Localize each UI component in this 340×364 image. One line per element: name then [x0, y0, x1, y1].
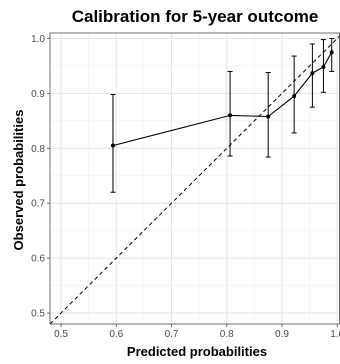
data-point	[228, 113, 233, 118]
data-point	[329, 50, 334, 55]
grid	[50, 33, 340, 324]
y-tick-label: 0.8	[31, 144, 45, 155]
x-tick-label: 0.5	[54, 329, 68, 340]
data-point	[266, 114, 271, 119]
y-axis-title: Observed probabilities	[11, 110, 26, 251]
y-tick-label: 0.6	[31, 254, 45, 265]
y-tick-label: 1.0	[31, 34, 45, 45]
y-tick-label: 0.7	[31, 199, 45, 210]
calibration-series	[110, 37, 335, 193]
x-tick-label: 0.6	[109, 329, 123, 340]
chart-title: Calibration for 5-year outcome	[72, 7, 319, 26]
x-tick-label: 0.8	[220, 329, 234, 340]
x-axis-title: Predicted probabilities	[127, 344, 267, 359]
y-tick-label: 0.9	[31, 89, 45, 100]
x-tick-label: 1.0	[330, 329, 340, 340]
reference-diagonal	[49, 35, 340, 325]
data-point	[310, 71, 315, 76]
x-tick-label: 0.7	[165, 329, 179, 340]
plot-panel-border	[49, 32, 340, 325]
x-tick-label: 0.9	[275, 329, 289, 340]
y-tick-label: 0.5	[31, 309, 45, 320]
reference-line	[49, 35, 340, 325]
data-point	[110, 143, 115, 148]
axes: 0.5 0.6 0.7 0.8 0.9 1.0 0.5 0.6 0.7 0.8 0.9 1.0	[31, 34, 340, 340]
data-point	[292, 94, 297, 99]
data-point	[321, 65, 326, 70]
